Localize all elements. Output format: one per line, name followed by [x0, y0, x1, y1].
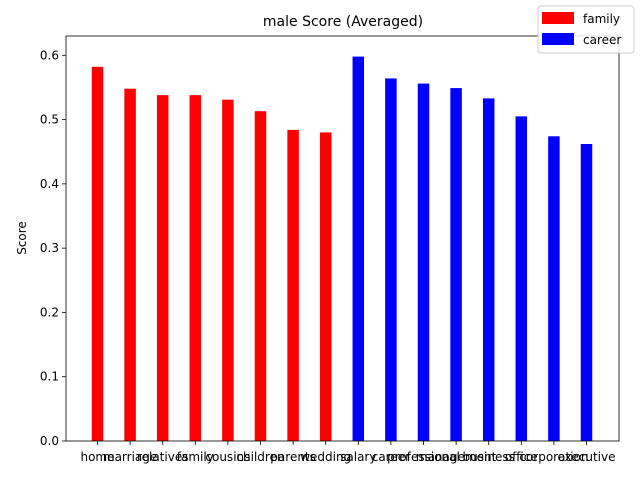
bar-family-cousins [222, 99, 234, 441]
x-tick-label: parents [270, 450, 316, 464]
bar-career-management [450, 88, 462, 441]
x-tick-label: management [416, 450, 497, 464]
bar-family-parents [287, 129, 299, 442]
x-tick-label: wedding [300, 450, 351, 464]
y-tick-label: 0.1 [40, 370, 59, 384]
x-tick-label: career [372, 450, 410, 464]
x-ticks: homemarriagerelativesfamilycousinschildr… [80, 441, 616, 464]
bar-career-business [482, 98, 495, 442]
bar-family-marriage [124, 88, 136, 442]
y-tick-label: 0.2 [40, 305, 59, 319]
x-tick-label: relatives [137, 450, 189, 464]
y-tick-label: 0.0 [40, 434, 59, 448]
y-tick-label: 0.3 [40, 241, 59, 255]
legend-label-career: career [583, 33, 621, 47]
legend-swatch-family [542, 12, 574, 24]
bar-family-family [189, 95, 202, 441]
y-tick-label: 0.5 [40, 113, 59, 127]
x-tick-label: business [463, 450, 515, 464]
x-tick-label: marriage [103, 450, 157, 464]
x-tick-label: office [505, 450, 538, 464]
x-tick-label: cousins [205, 450, 250, 464]
x-tick-label: executive [557, 450, 615, 464]
x-tick-label: home [80, 450, 114, 464]
y-ticks: 0.0 0.1 0.2 0.3 0.4 0.5 0.6 [40, 48, 66, 448]
bar-career-professional [417, 83, 430, 441]
legend-label-family: family [583, 12, 620, 26]
x-tick-label: professional [387, 450, 460, 464]
x-tick-label: corporation [519, 450, 588, 464]
x-tick-label: family [177, 450, 214, 464]
x-tick-label: children [236, 450, 284, 464]
x-tick-label: salary [340, 450, 376, 464]
legend: family career [537, 5, 635, 54]
y-tick-label: 0.4 [40, 177, 59, 191]
bar-career-corporation [548, 136, 560, 442]
chart-title: male Score (Averaged) [263, 14, 423, 30]
bars-group [91, 56, 593, 442]
bar-family-home [91, 66, 104, 442]
bar-family-wedding [319, 132, 332, 441]
bar-career-office [515, 116, 528, 442]
bar-family-children [254, 111, 267, 442]
bar-career-executive [580, 144, 593, 441]
bar-career-salary [352, 56, 365, 441]
legend-swatch-career [542, 33, 574, 45]
bar-family-relatives [156, 95, 169, 441]
plot-frame [65, 35, 620, 442]
y-tick-label: 0.6 [40, 48, 59, 62]
bar-career-career [385, 78, 397, 442]
y-axis-label: Score [15, 221, 29, 255]
